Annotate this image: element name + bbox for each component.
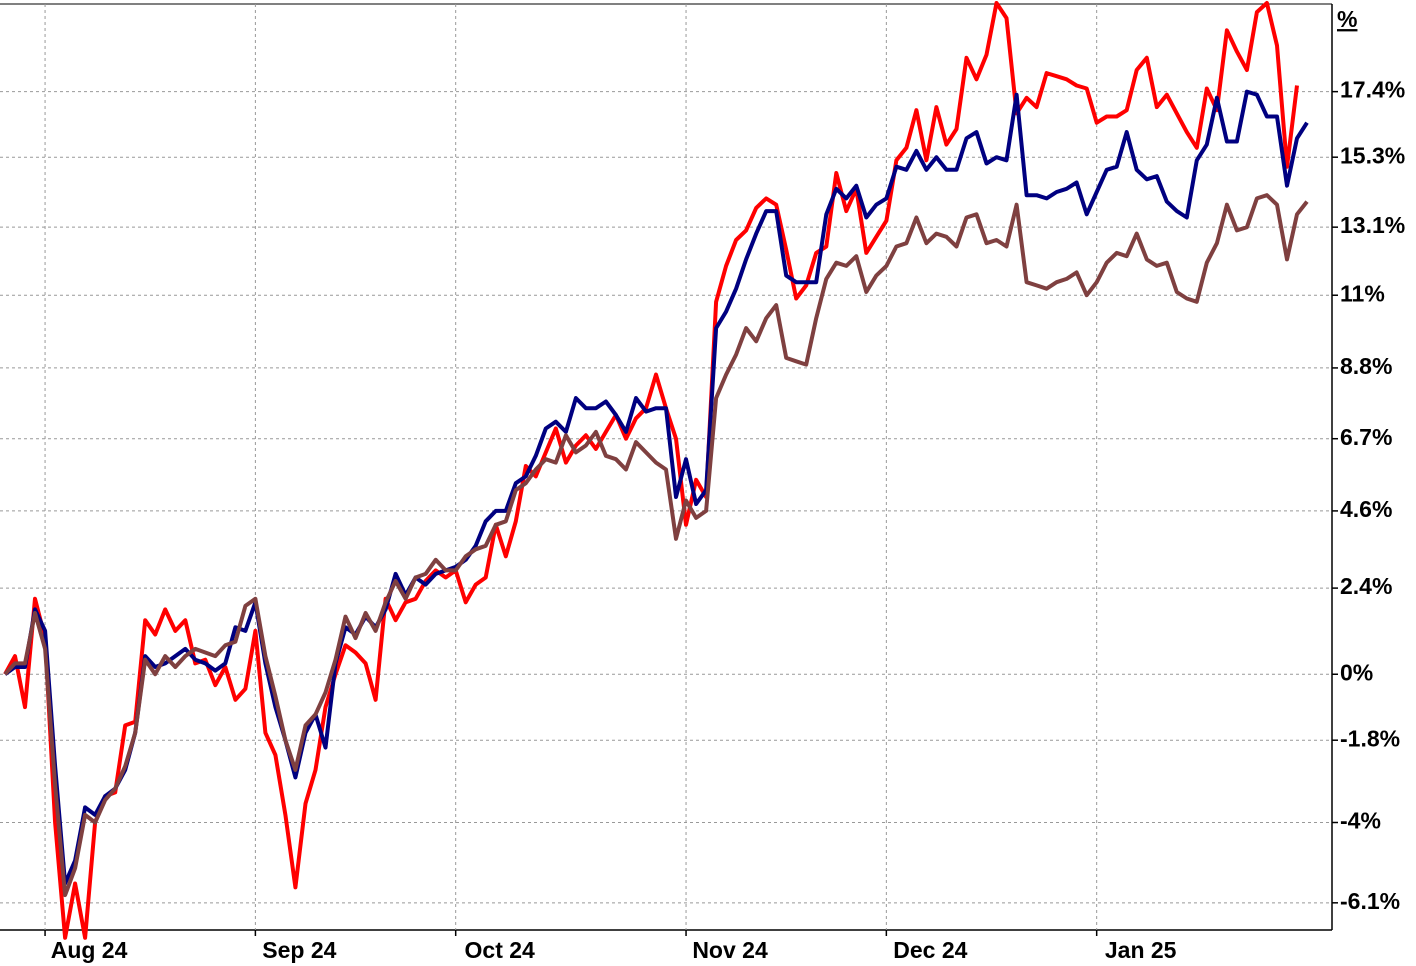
y-tick-label: 8.8% (1340, 353, 1392, 379)
x-tick-label: Aug 24 (51, 937, 128, 963)
series-line (3, 89, 1309, 886)
y-tick-label: -4% (1340, 808, 1381, 834)
x-tick-label: Oct 24 (465, 937, 536, 963)
y-tick-label: 0% (1340, 659, 1373, 685)
y-tick-label: 2.4% (1340, 573, 1392, 599)
x-tick-label: Sep 24 (262, 937, 336, 963)
y-tick-label: 15.3% (1340, 142, 1405, 168)
series-line (3, 1, 1299, 940)
y-axis-label: % (1337, 6, 1357, 32)
y-tick-label: 13.1% (1340, 212, 1405, 238)
y-tick-label: 17.4% (1340, 77, 1405, 103)
y-tick-label: -1.8% (1340, 725, 1400, 751)
y-tick-label: 4.6% (1340, 496, 1392, 522)
x-tick-label: Nov 24 (692, 937, 768, 963)
x-tick-label: Jan 25 (1105, 937, 1177, 963)
y-tick-label: 11% (1340, 280, 1385, 306)
y-tick-label: -6.1% (1340, 888, 1400, 914)
y-tick-label: 6.7% (1340, 424, 1392, 450)
x-tick-label: Dec 24 (893, 937, 967, 963)
series-line (3, 193, 1309, 898)
